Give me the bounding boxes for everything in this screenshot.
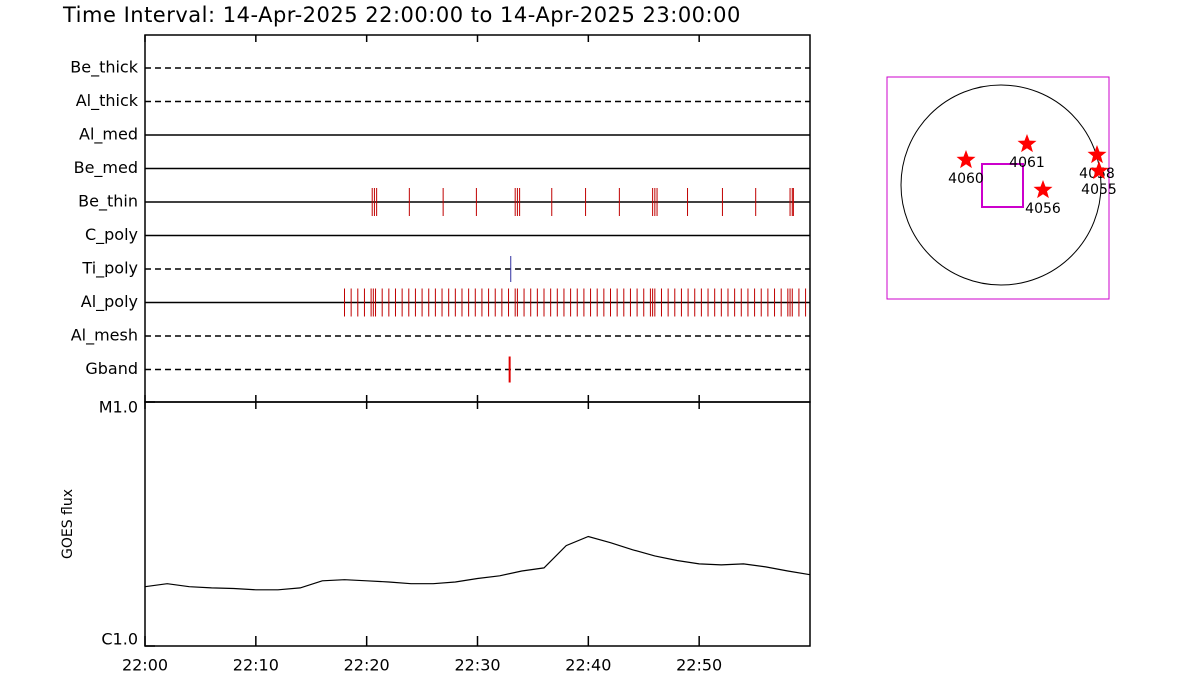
- timeline-frame: [144, 34, 811, 403]
- goes-frame: [144, 401, 811, 647]
- goes-curve: [144, 535, 811, 591]
- row-label: Al_mesh: [71, 326, 138, 346]
- region-label: 4055: [1081, 182, 1117, 198]
- region-marker: [1017, 134, 1037, 153]
- row-label: Gband: [85, 359, 138, 378]
- region-label: 4061: [1009, 155, 1045, 171]
- y-axis-label: GOES flux: [60, 489, 76, 559]
- x-tick-label: 22:40: [565, 656, 611, 675]
- y-tick-label: M1.0: [99, 398, 138, 417]
- fov-box: [981, 163, 1024, 208]
- x-tick-label: 22:50: [676, 656, 722, 675]
- solar-disk: [900, 84, 1102, 286]
- region-label: 4060: [948, 171, 984, 187]
- row-label: Be_thick: [70, 58, 138, 78]
- y-tick-label: C1.0: [101, 630, 138, 649]
- region-marker: [1089, 161, 1109, 180]
- x-tick-label: 22:30: [454, 656, 500, 675]
- chart-title: Time Interval: 14-Apr-2025 22:00:00 to 1…: [62, 3, 741, 27]
- map-frame: [886, 76, 1110, 300]
- row-label: Al_med: [79, 125, 138, 145]
- region-marker: [1033, 180, 1053, 199]
- row-label: Ti_poly: [81, 259, 138, 279]
- row-label: Al_thick: [76, 91, 139, 111]
- x-tick-label: 22:00: [122, 656, 168, 675]
- row-label: Be_thin: [78, 192, 138, 212]
- row-label: Be_med: [74, 158, 138, 178]
- x-tick-label: 22:10: [233, 656, 279, 675]
- region-label: 4056: [1025, 201, 1061, 217]
- region-marker: [956, 150, 976, 169]
- region-marker: [1087, 145, 1107, 164]
- x-tick-label: 22:20: [344, 656, 390, 675]
- row-label: Al_poly: [81, 292, 138, 312]
- row-label: C_poly: [85, 225, 138, 245]
